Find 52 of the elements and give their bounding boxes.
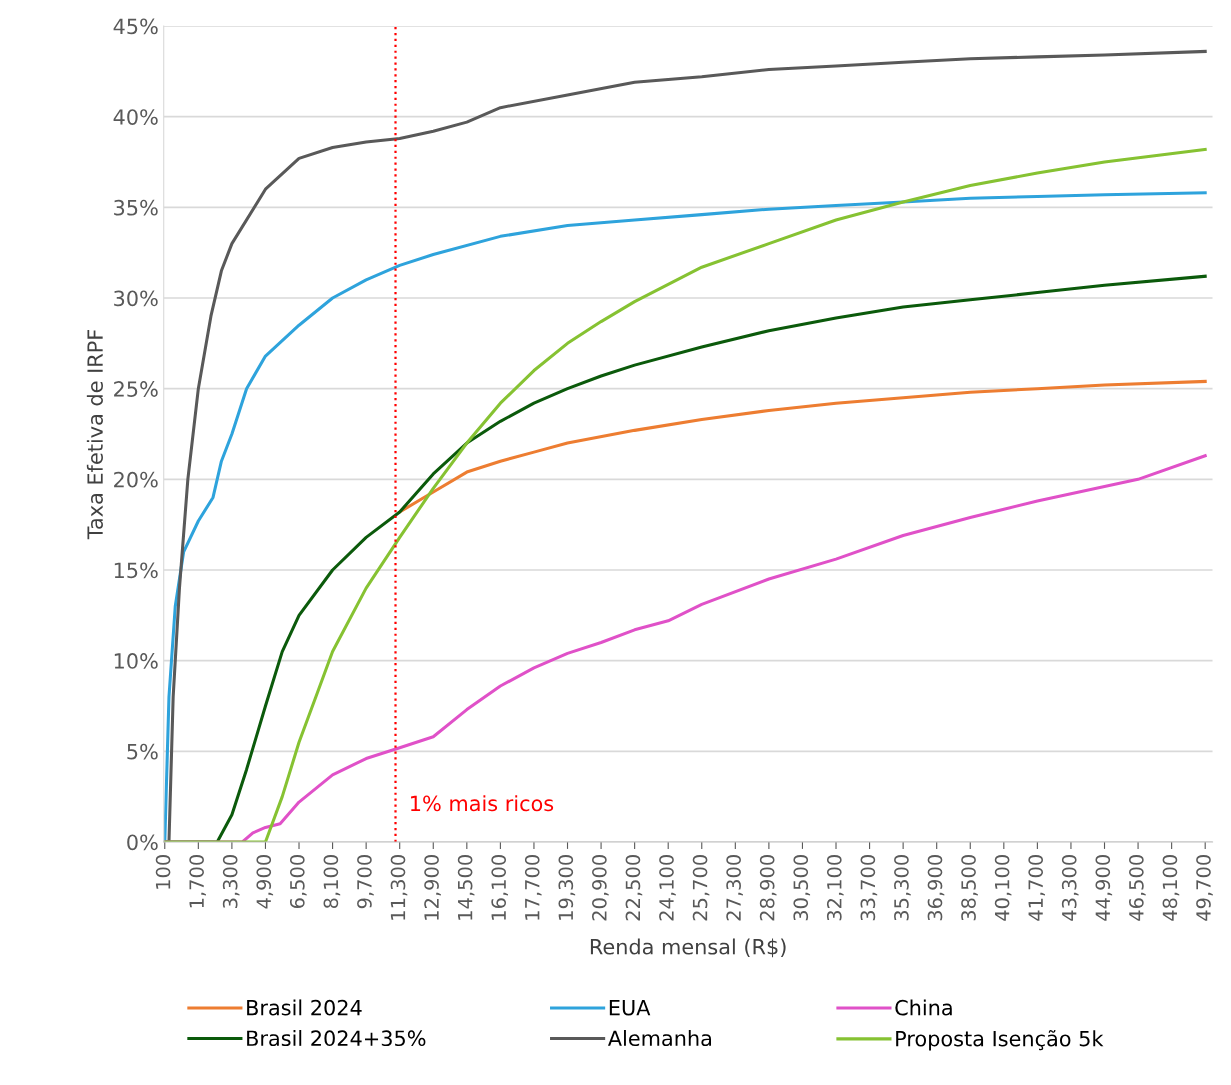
x-tick-label: 4,900	[256, 855, 274, 909]
x-tick-label: 8,100	[323, 855, 341, 909]
x-tick-label: 1,700	[189, 855, 206, 908]
x-tick-label: 40,100	[994, 855, 1012, 921]
x-tick-label: 6,500	[289, 855, 307, 909]
y-tick-label: 20%	[114, 471, 158, 488]
x-tick-label: 16,100	[491, 855, 509, 920]
x-tick-label: 43,300	[1061, 855, 1079, 921]
y-tick-label: 35%	[114, 199, 158, 216]
x-tick-label: 9,700	[357, 855, 374, 909]
legend-label: Brasil 2024+35%	[247, 1030, 426, 1047]
ref-line-label: 1% mais ricos	[411, 795, 554, 812]
x-tick-label: 49,700	[1196, 855, 1213, 921]
legend-label: Alemanha	[607, 1030, 712, 1047]
x-tick-label: 12,900	[424, 855, 441, 920]
x-tick-label: 3,300	[222, 855, 240, 908]
x-tick-label: 48,100	[1162, 855, 1180, 921]
y-tick-label: 40%	[113, 109, 158, 125]
y-axis-title: Taxa Efetiva de IRPF	[86, 329, 103, 540]
x-tick-label: 32,100	[826, 855, 844, 921]
x-tick-label: 36,900	[927, 855, 945, 921]
x-tick-label: 38,500	[961, 855, 978, 921]
y-tick-label: 30%	[114, 290, 158, 307]
legend-label: China	[895, 999, 952, 1016]
x-tick-label: 100	[155, 855, 171, 889]
y-tick-label: 10%	[114, 653, 158, 669]
x-tick-label: 22,500	[625, 855, 643, 921]
y-tick-label: 15%	[114, 562, 158, 579]
x-axis-title: Renda mensal (R$)	[590, 938, 786, 958]
x-tick-label: 33,700	[860, 855, 878, 921]
x-tick-label: 35,300	[894, 855, 911, 921]
line-series	[398, 379, 1207, 514]
x-tick-label: 14,500	[457, 855, 475, 920]
x-tick-label: 46,500	[1129, 855, 1146, 921]
legend-label: Brasil 2024	[247, 999, 362, 1016]
y-tick-label: 45%	[113, 18, 158, 35]
legend-label: EUA	[609, 1000, 651, 1016]
x-tick-label: 11,300	[390, 855, 408, 920]
x-tick-label: 41,700	[1028, 855, 1046, 921]
y-tick-label: 25%	[114, 381, 158, 397]
y-tick-label: 0%	[127, 834, 158, 851]
x-tick-label: 20,900	[592, 855, 609, 921]
x-tick-label: 19,300	[558, 855, 576, 920]
x-tick-label: 44,900	[1095, 855, 1113, 921]
legend-label: Proposta Isenção 5k	[896, 1030, 1104, 1051]
x-tick-label: 28,900	[759, 855, 777, 921]
y-tick-label: 5%	[127, 743, 158, 760]
x-tick-label: 24,100	[659, 855, 676, 921]
x-tick-label: 17,700	[524, 855, 542, 920]
x-tick-label: 27,300	[726, 855, 743, 921]
x-tick-label: 30,500	[793, 855, 811, 921]
x-tick-label: 25,700	[692, 855, 710, 921]
